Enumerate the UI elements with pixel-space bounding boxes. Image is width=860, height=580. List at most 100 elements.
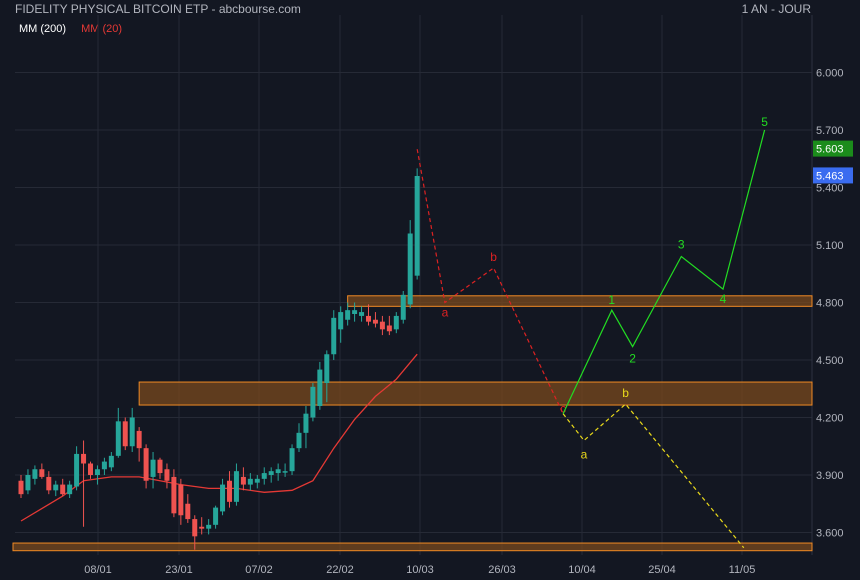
candle (53, 480, 59, 497)
candle-body (129, 417, 135, 447)
candle (338, 306, 344, 343)
yellow-wave-label: a (581, 448, 588, 462)
x-tick-label: 22/02 (326, 564, 354, 576)
candle-body (32, 469, 38, 479)
red-wave-label: b (490, 250, 497, 264)
candle-body (324, 354, 330, 383)
x-tick-label: 10/04 (568, 564, 596, 576)
candle-body (164, 469, 170, 481)
candle-body (157, 459, 163, 474)
candle-body (115, 421, 121, 456)
candle (324, 350, 330, 403)
candle-body (359, 312, 365, 316)
y-tick-label: 5.100 (816, 240, 844, 252)
candle (150, 452, 156, 489)
candle (407, 220, 413, 309)
candle (88, 461, 93, 479)
candle (122, 417, 128, 451)
candle (310, 383, 316, 422)
candle (94, 465, 100, 485)
candle-body (372, 319, 378, 324)
candle (317, 361, 323, 410)
price-badge-label: 5.603 (816, 144, 844, 156)
candle (393, 312, 399, 334)
candle (32, 465, 38, 485)
candle (39, 463, 45, 479)
candle (268, 467, 274, 483)
candle (233, 463, 239, 506)
x-tick-label: 07/02 (245, 564, 273, 576)
candle-body (247, 478, 253, 485)
x-tick-label: 26/03 (488, 564, 516, 576)
green-wave (562, 129, 766, 414)
candle-body (268, 471, 274, 475)
y-tick-label: 6.000 (816, 68, 844, 80)
candle-body (81, 453, 87, 464)
candle-body (185, 503, 191, 520)
candle-body (53, 484, 59, 491)
candle-body (60, 484, 66, 495)
y-tick-label: 4.200 (816, 413, 844, 425)
price-badge (813, 140, 853, 157)
candle-body (88, 463, 93, 475)
candle-body (393, 315, 399, 330)
y-tick-label: 3.900 (816, 470, 844, 482)
candle-body (25, 475, 31, 491)
candle (359, 306, 365, 322)
candle-body (233, 471, 239, 502)
candle (185, 494, 191, 523)
candle-body (227, 480, 232, 502)
candle (178, 478, 184, 525)
candle-body (345, 310, 351, 320)
candle (414, 168, 420, 280)
candle (220, 478, 226, 516)
candle (303, 406, 309, 449)
green-wave-label: 1 (608, 293, 615, 307)
candle (206, 519, 212, 535)
candle (247, 473, 253, 491)
candle-body (171, 476, 177, 514)
candle-body (192, 519, 198, 537)
x-tick-label: 10/03 (406, 564, 434, 576)
candle (282, 463, 288, 477)
candle-body (414, 176, 420, 276)
candle-body (67, 484, 73, 495)
candle (400, 291, 406, 324)
candle-body (178, 484, 184, 516)
red-wave (416, 149, 564, 414)
x-tick-label: 23/01 (165, 564, 193, 576)
candle-body (150, 459, 156, 477)
period-label: 1 AN - JOUR (741, 2, 811, 16)
green-wave-label: 3 (678, 238, 685, 252)
candle-body (240, 476, 246, 485)
candle (60, 478, 66, 497)
candle (81, 440, 87, 527)
candle-body (254, 478, 260, 483)
candle (254, 475, 260, 489)
candle-body (352, 310, 358, 314)
candle (379, 315, 385, 336)
red-wave-label: a (442, 306, 449, 320)
red-wave-label: c (560, 402, 566, 416)
candle-body (366, 315, 371, 322)
candle (115, 407, 121, 458)
y-tick-label: 4.800 (816, 298, 844, 310)
candle-body (108, 455, 114, 468)
candle (108, 452, 114, 472)
candle (157, 457, 163, 479)
green-wave-label: 4 (720, 292, 727, 306)
candle-body (261, 473, 267, 479)
candle (164, 463, 170, 489)
candle (129, 407, 135, 452)
chart-title: FIDELITY PHYSICAL BITCOIN ETP - abcbours… (15, 2, 301, 16)
candle (352, 302, 358, 322)
candle-body (18, 480, 24, 495)
candle-body (46, 476, 52, 491)
yellow-wave-label: b (622, 386, 629, 400)
candle (192, 515, 198, 550)
y-tick-label: 5.400 (816, 183, 844, 195)
price-badge (813, 167, 853, 184)
x-tick-label: 25/04 (648, 564, 676, 576)
price-badge-label: 5.463 (816, 170, 844, 182)
